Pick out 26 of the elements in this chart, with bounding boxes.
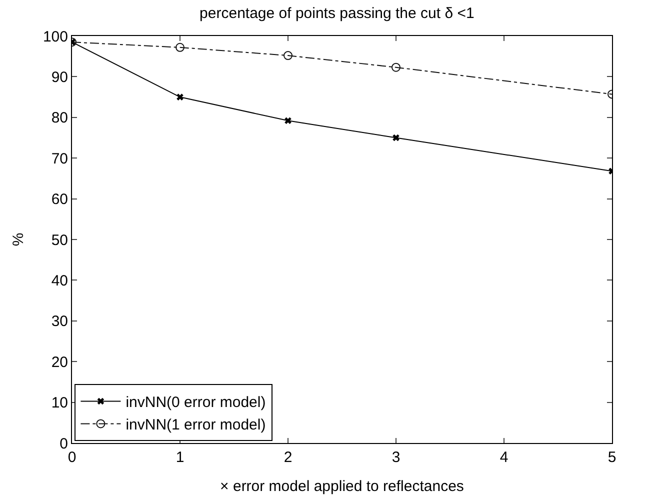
point [284,51,292,60]
y-tick-label: 80 [51,110,68,127]
x-tick-label: 4 [500,449,508,466]
y-tick-label: 40 [51,272,68,290]
x-axis-title: × error model applied to reflectances [220,478,464,495]
y-axis-title: % [10,232,28,246]
y-tick-label: 50 [51,232,68,249]
point [284,117,292,124]
y-tick-label: 0 [60,435,68,452]
y-tick-label: 100 [42,28,68,46]
y-tick-label: 10 [51,394,68,412]
legend-label: invNN(1 error model) [126,416,266,434]
x-tick-label: 3 [392,449,400,466]
x-tick-label: 5 [608,449,616,466]
x-tick-label: 2 [284,449,292,466]
y-tick-label: 30 [51,313,68,330]
y-tick-label: 60 [51,191,68,208]
chart-title: percentage of points passing the cut δ <1 [200,5,474,22]
x-tick-label: 1 [176,449,184,466]
y-tick-label: 70 [51,150,68,168]
y-tick-label: 90 [51,68,68,86]
point [392,62,400,72]
legend-label: invNN(0 error model) [126,394,266,412]
point [176,94,184,100]
y-tick-label: 20 [51,354,68,371]
point [176,42,184,52]
